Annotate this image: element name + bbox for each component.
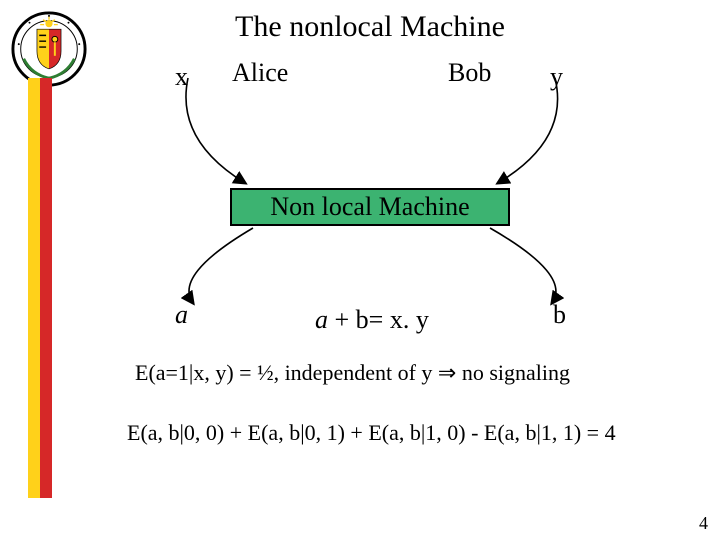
center-equation: a + b= x. y — [315, 305, 429, 335]
machine-label: Non local Machine — [270, 192, 469, 221]
arrow-x-in — [186, 78, 245, 183]
arrows-svg — [0, 0, 720, 540]
center-eq-a: a — [315, 305, 328, 334]
label-a: a — [175, 300, 188, 330]
nonlocal-machine-box: Non local Machine — [230, 188, 510, 226]
geneva-logo — [10, 10, 88, 88]
arrow-b-out — [490, 228, 556, 303]
label-alice: Alice — [232, 58, 288, 88]
page-title: The nonlocal Machine — [140, 10, 600, 44]
arrow-a-out — [189, 228, 253, 303]
label-bob: Bob — [448, 58, 491, 88]
equation-1: E(a=1|x, y) = ½, independent of y ⇒ no s… — [135, 360, 570, 386]
page-number: 4 — [699, 513, 708, 534]
label-x: x — [175, 62, 188, 92]
equation-2: E(a, b|0, 0) + E(a, b|0, 1) + E(a, b|1, … — [127, 420, 616, 446]
label-y: y — [550, 62, 563, 92]
arrow-y-in — [498, 78, 558, 183]
center-eq-rest: + b= x. y — [335, 305, 429, 334]
stripe-yellow — [28, 78, 40, 498]
label-b: b — [553, 300, 566, 330]
stripe-red — [40, 78, 52, 498]
